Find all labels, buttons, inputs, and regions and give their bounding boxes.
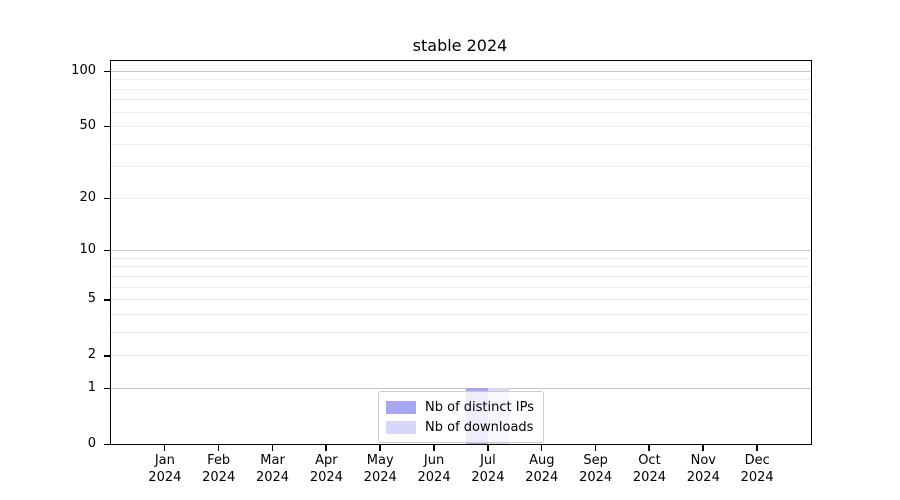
legend-label-downloads: Nb of downloads (425, 419, 534, 435)
y-gridline-minor (111, 355, 811, 357)
y-gridline-major (111, 250, 811, 252)
y-gridline-minor (111, 313, 811, 315)
y-tick-label: 50 (79, 118, 96, 134)
y-tick (104, 125, 111, 128)
y-gridline-minor (111, 299, 811, 301)
x-tick (433, 445, 435, 451)
x-tick-label: Feb 2024 (202, 453, 236, 485)
legend-swatch-downloads (386, 420, 417, 434)
x-tick (648, 445, 651, 451)
y-gridline-major (111, 387, 811, 390)
x-tick (756, 445, 758, 451)
y-gridline-major (111, 70, 811, 73)
x-tick (163, 445, 166, 451)
y-tick-label: 0 (87, 436, 96, 451)
legend-label-distinct-ips: Nb of distinct IPs (425, 399, 534, 415)
chart-title: stable 2024 (412, 36, 508, 55)
y-gridline-minor (111, 79, 811, 81)
y-tick-label: 5 (87, 291, 96, 307)
x-tick-label: Mar 2024 (255, 453, 290, 485)
y-tick (104, 70, 111, 73)
y-gridline-minor (111, 197, 811, 199)
x-tick-label: Sep 2024 (579, 453, 613, 485)
y-gridline-minor (111, 166, 811, 168)
plot-area (110, 60, 812, 445)
x-tick-label: Jul 2024 (471, 453, 505, 485)
x-tick (325, 445, 327, 451)
y-gridline-minor (111, 331, 811, 333)
y-gridline-minor (111, 111, 811, 113)
x-tick-label: Oct 2024 (632, 453, 666, 485)
legend-item-downloads: Nb of downloads (386, 417, 534, 437)
x-tick-label: Apr 2024 (309, 453, 343, 485)
y-tick (104, 249, 111, 252)
y-tick (104, 443, 111, 446)
x-tick-label: Aug 2024 (525, 453, 559, 485)
x-tick-label: Nov 2024 (686, 453, 720, 485)
x-tick (540, 445, 543, 451)
x-tick-label: May 2024 (363, 453, 397, 485)
y-tick-label: 10 (79, 242, 96, 258)
x-tick (594, 445, 597, 451)
x-tick (379, 445, 381, 451)
y-tick-label: 1 (87, 379, 96, 395)
y-tick (104, 298, 111, 301)
legend-swatch-distinct-ips (386, 400, 417, 414)
x-tick (271, 445, 274, 451)
y-tick-label: 100 (71, 62, 96, 78)
x-tick (702, 445, 704, 451)
y-gridline-minor (111, 126, 811, 128)
x-tick-label: Jan 2024 (148, 453, 182, 485)
y-gridline-minor (111, 257, 811, 259)
y-tick (104, 354, 111, 357)
x-tick-label: Jun 2024 (417, 453, 451, 485)
y-gridline-minor (111, 143, 811, 145)
y-gridline-minor (111, 275, 811, 277)
y-tick-label: 2 (87, 347, 96, 363)
y-gridline-minor (111, 99, 811, 101)
x-tick (217, 445, 220, 451)
y-tick-label: 20 (79, 189, 96, 205)
y-gridline-minor (111, 266, 811, 268)
legend-item-distinct-ips: Nb of distinct IPs (386, 397, 534, 417)
x-tick-label: Dec 2024 (740, 453, 774, 485)
legend: Nb of distinct IPs Nb of downloads (378, 391, 544, 443)
y-gridline-minor (111, 286, 811, 288)
y-tick (104, 387, 111, 390)
x-tick (486, 445, 489, 451)
y-gridline-minor (111, 88, 811, 90)
y-tick (104, 197, 111, 200)
